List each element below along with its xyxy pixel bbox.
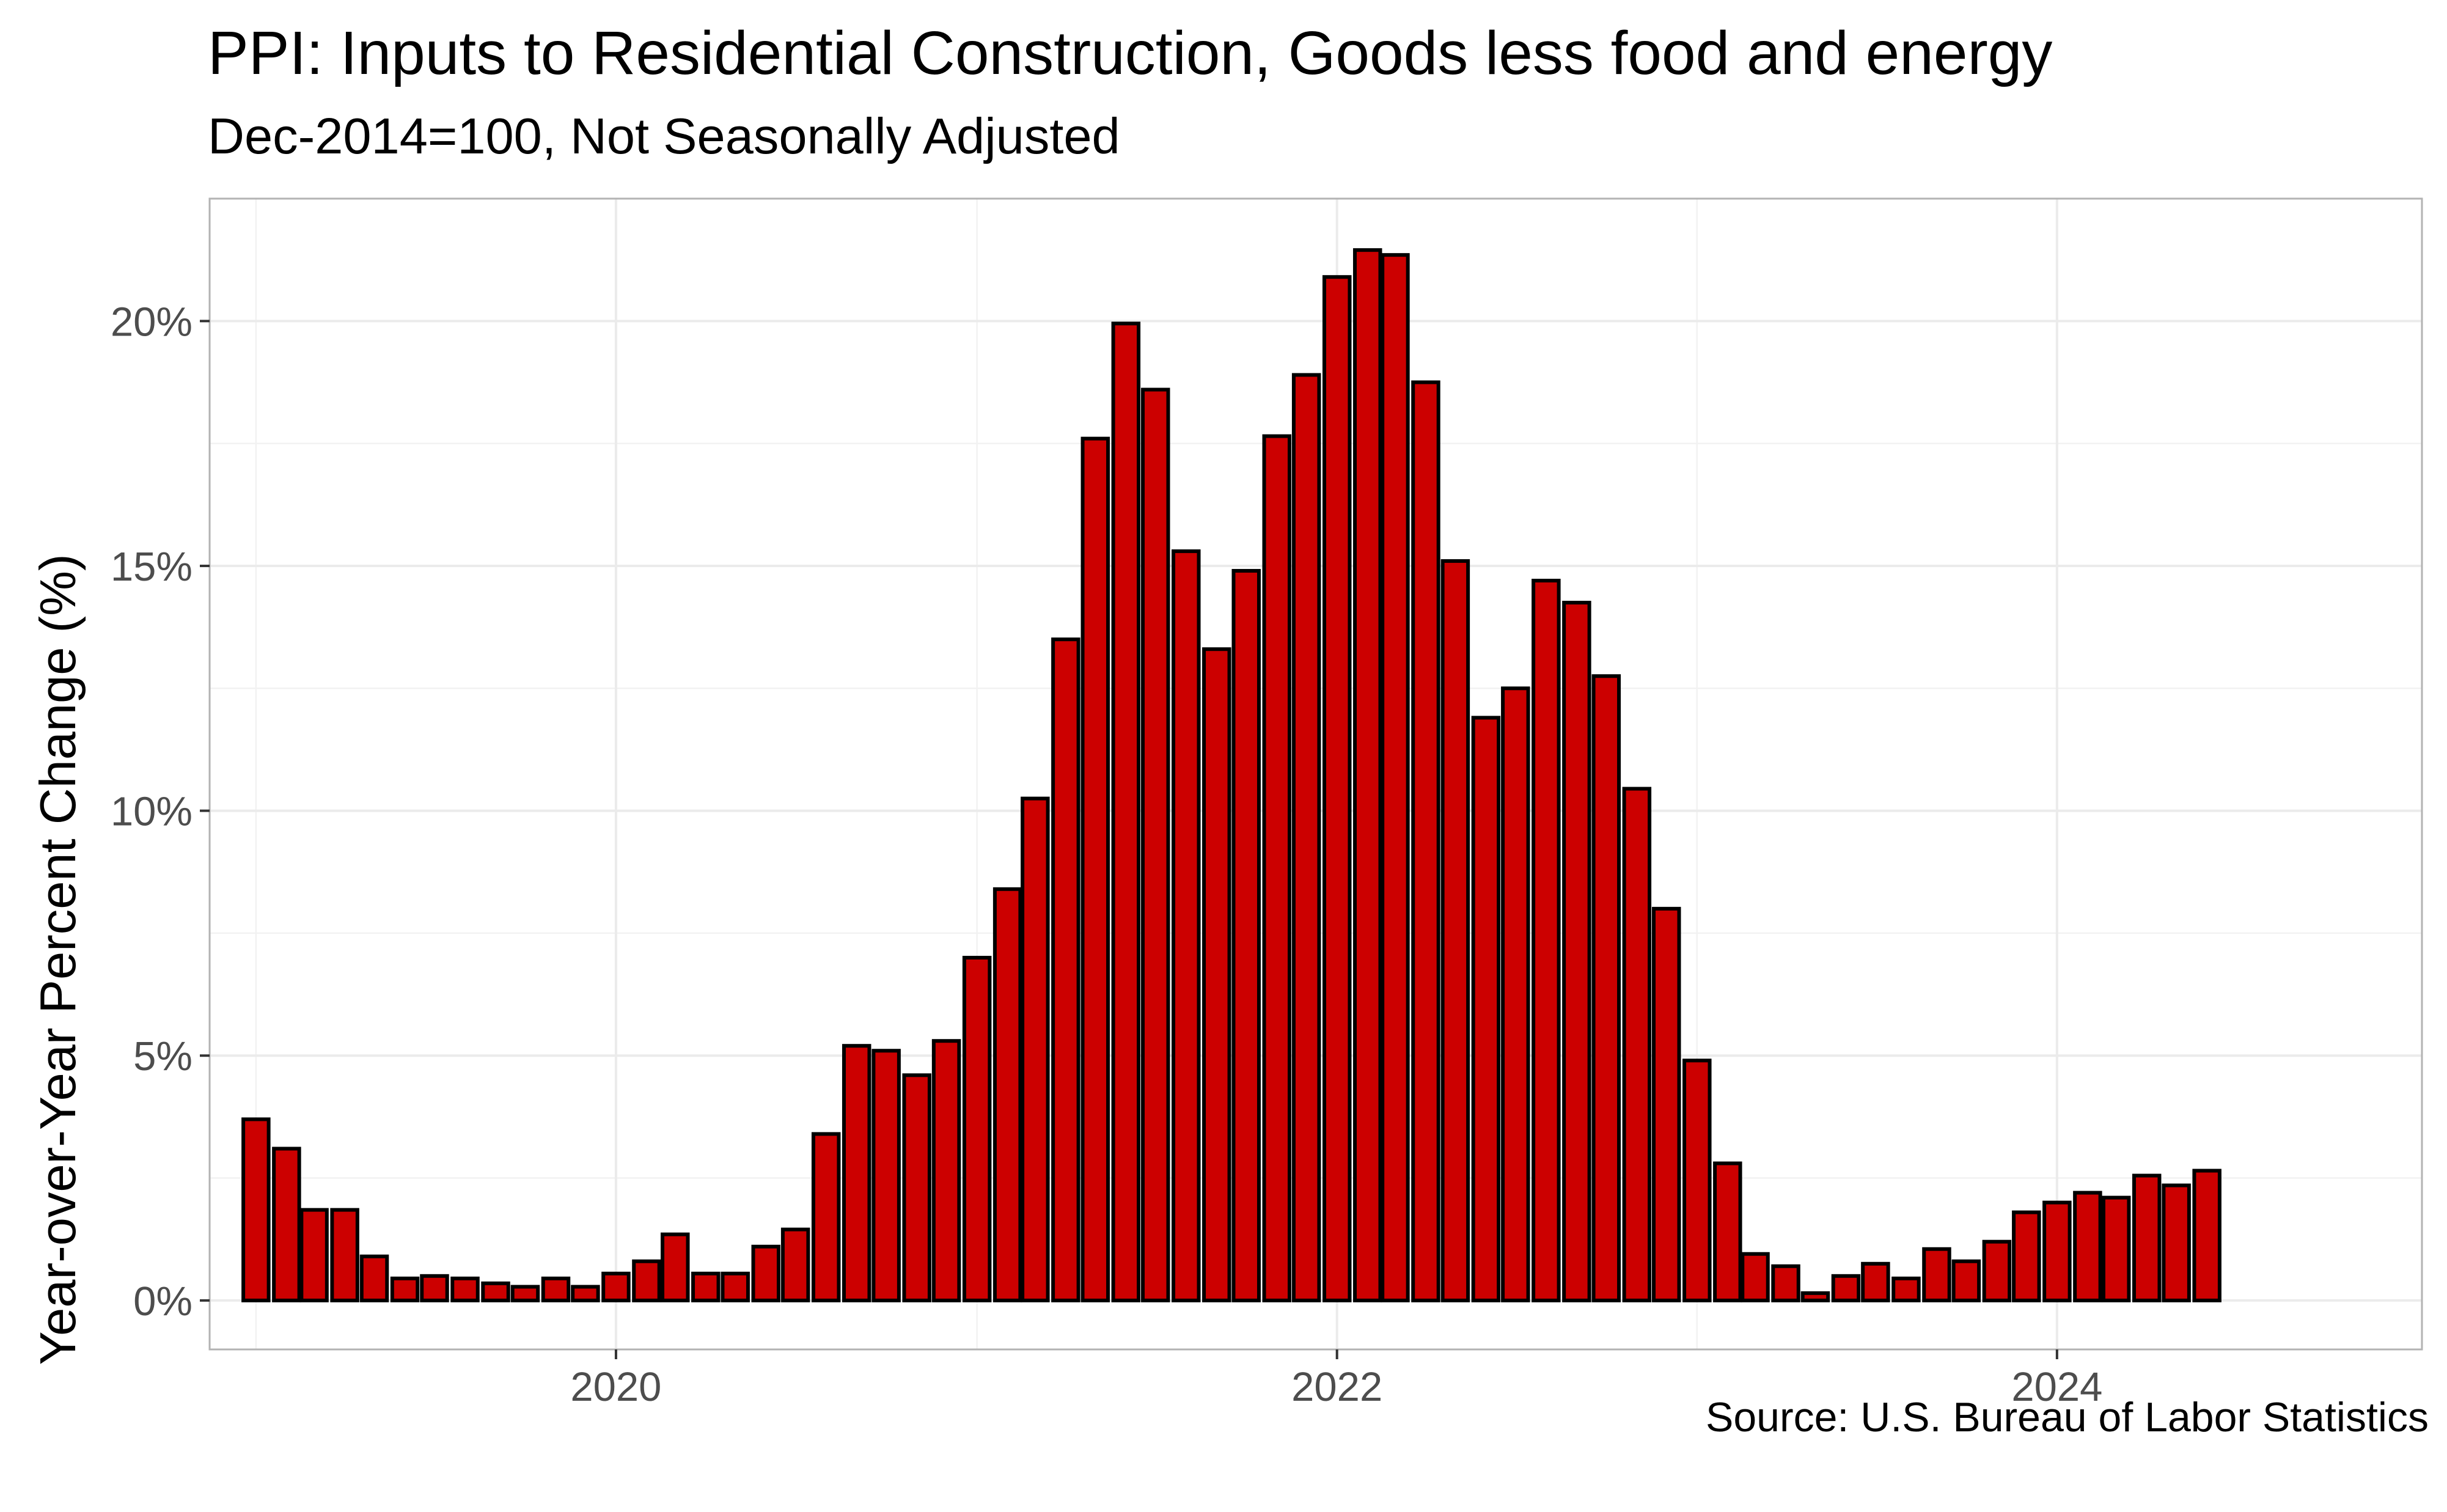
- bar: [420, 1274, 449, 1302]
- y-tick-label: 20%: [111, 299, 193, 345]
- bar: [2042, 1200, 2072, 1302]
- bar: [1501, 686, 1530, 1302]
- bar: [1381, 253, 1410, 1302]
- bar: [721, 1271, 750, 1302]
- bar: [2101, 1195, 2131, 1302]
- bar: [751, 1244, 780, 1302]
- bar: [1951, 1259, 1981, 1302]
- bar: [1682, 1059, 1712, 1302]
- bar: [450, 1276, 480, 1302]
- bar: [811, 1132, 841, 1302]
- bar: [272, 1147, 301, 1302]
- bar: [1440, 559, 1470, 1302]
- bar: [1591, 674, 1621, 1302]
- bar: [2073, 1191, 2102, 1302]
- bar: [902, 1073, 931, 1302]
- bar: [1532, 579, 1561, 1302]
- bar: [661, 1232, 690, 1302]
- bar: [571, 1285, 600, 1302]
- bar: [1411, 380, 1440, 1302]
- bar: [359, 1254, 389, 1302]
- bar: [510, 1285, 540, 1302]
- bar: [1891, 1276, 1921, 1302]
- bar: [1080, 436, 1110, 1302]
- bar: [1202, 647, 1231, 1302]
- bar: [1111, 321, 1141, 1302]
- bar: [330, 1208, 359, 1302]
- bar: [1140, 387, 1170, 1302]
- x-tick-label: 2022: [1291, 1364, 1382, 1410]
- chart-title: PPI: Inputs to Residential Construction,…: [208, 19, 2053, 87]
- bar: [1262, 434, 1291, 1302]
- bar: [931, 1039, 961, 1302]
- bar: [1861, 1261, 1890, 1302]
- bar: [1291, 373, 1321, 1302]
- bar: [1622, 787, 1652, 1302]
- bar: [1800, 1291, 1830, 1302]
- bar: [241, 1117, 271, 1302]
- bar: [481, 1281, 510, 1302]
- bar: [1831, 1274, 1861, 1302]
- axes: 0% 5% 10% 15% 20% 2020 2022 2024: [111, 299, 2102, 1410]
- bar: [1771, 1264, 1800, 1302]
- bar: [992, 887, 1022, 1302]
- y-tick-label: 0%: [133, 1279, 193, 1324]
- bar: [871, 1049, 901, 1302]
- bar: [1471, 716, 1501, 1302]
- bar: [632, 1259, 661, 1302]
- bar: [2012, 1210, 2041, 1302]
- bar: [1713, 1161, 1742, 1302]
- y-tick-label: 5%: [133, 1033, 193, 1079]
- bar: [1352, 248, 1382, 1302]
- bar: [2192, 1169, 2221, 1302]
- bar: [2162, 1183, 2191, 1302]
- bar: [1172, 549, 1201, 1302]
- panel-border: [208, 197, 2423, 1351]
- bar: [1741, 1252, 1770, 1302]
- source-caption: Source: U.S. Bureau of Labor Statistics: [1705, 1394, 2429, 1440]
- bar: [1562, 601, 1591, 1302]
- bar: [1051, 637, 1080, 1302]
- y-tick-label: 15%: [111, 544, 193, 590]
- bar: [780, 1227, 810, 1302]
- chart-subtitle: Dec-2014=100, Not Seasonally Adjusted: [208, 108, 1120, 164]
- bar: [1322, 275, 1352, 1302]
- bar: [1231, 568, 1261, 1302]
- x-tick-label: 2024: [2011, 1364, 2102, 1410]
- bar: [601, 1271, 631, 1302]
- bar: [2132, 1173, 2162, 1302]
- y-tick-label: 10%: [111, 789, 193, 835]
- bar: [299, 1208, 329, 1302]
- bar: [1651, 906, 1681, 1302]
- bar: [541, 1276, 571, 1302]
- bar: [1982, 1239, 2012, 1302]
- bars: [241, 248, 2221, 1302]
- bar: [962, 955, 992, 1302]
- bar: [691, 1271, 721, 1302]
- x-tick-label: 2020: [570, 1364, 661, 1410]
- bar: [842, 1044, 871, 1302]
- bar: [390, 1276, 420, 1302]
- bar: [1021, 796, 1050, 1302]
- bar: [1922, 1247, 1951, 1302]
